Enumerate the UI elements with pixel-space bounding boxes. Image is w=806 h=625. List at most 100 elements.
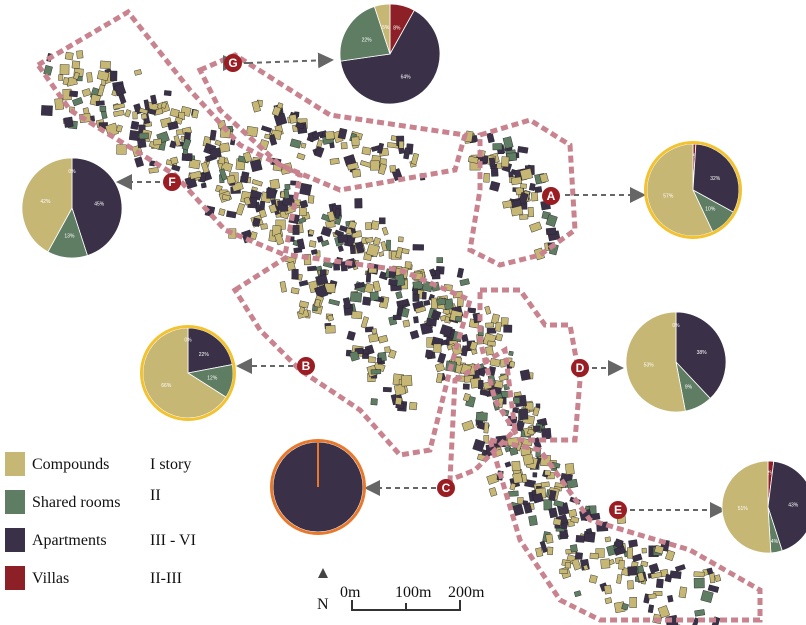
building [693,577,705,589]
building [571,558,582,571]
building [469,341,478,351]
building [240,171,250,184]
building [218,168,228,181]
building [460,345,469,357]
pie-slice-F-apartments [71,157,123,257]
zone-marker-label-C: C [442,481,451,495]
legend-swatch-apartments [5,528,25,552]
pie-chart-D: 38% 9% 53% 0% [625,311,727,413]
building [403,147,411,160]
building [348,220,357,230]
building [443,298,454,310]
pie-highlight-ring-C [270,439,366,535]
building [394,397,403,406]
building [218,156,226,165]
building [290,287,300,295]
building [365,236,374,244]
building [242,151,253,163]
building [349,245,356,255]
building [43,64,53,76]
zone-marker-F [163,173,181,191]
building [163,90,172,97]
building [479,389,491,397]
building [674,564,686,572]
building [124,109,132,118]
building [381,226,389,236]
building [342,297,352,310]
building [370,369,382,375]
scale-label-100: 100m [395,584,432,601]
building [478,379,484,390]
building [100,110,108,120]
zone-marker-C [437,479,455,497]
building [539,172,549,184]
building [568,509,578,518]
building [284,183,291,190]
building [512,397,521,405]
building [153,138,162,146]
pie-label-A-villas: 1% [690,154,698,160]
pie-label-E-apartments: 43% [788,503,799,509]
pie-label-A-shared_rooms: 10% [705,206,716,212]
building [396,299,409,307]
building [511,460,521,472]
building [490,167,499,177]
building [509,482,517,491]
building [421,291,427,300]
building [251,179,263,187]
building [539,540,548,553]
zone-marker-label-G: G [228,56,237,70]
pie-slice-D-apartments [675,311,727,400]
building [312,131,324,139]
building [627,547,633,559]
building [315,273,329,286]
pie-slice-G-apartments [340,9,441,105]
building [134,156,145,168]
building [308,229,315,236]
zone-markers: G A F B D C E [163,54,627,519]
building [295,121,305,130]
pie-label-F-compounds: 42% [40,199,51,205]
building [354,198,363,209]
building [360,316,369,329]
building [553,499,565,508]
building [283,188,290,199]
building [532,472,538,478]
scale-bar: 0m 100m 200m [340,584,485,611]
building [534,186,543,194]
building [574,552,583,560]
building [116,144,127,155]
building [492,143,503,151]
pie-label-D-villas: 0% [672,323,680,329]
north-arrow-icon [318,568,328,578]
building [693,571,705,578]
building [647,593,657,600]
pie-label-G-compounds: 5% [382,25,390,31]
building [351,310,363,320]
building [518,192,529,205]
building [618,559,625,570]
building [371,328,378,334]
building [252,217,261,227]
zone-border-B [231,252,474,458]
building [707,584,720,593]
building [437,352,447,364]
building [349,291,363,303]
legend-stories-shared_rooms: II [150,487,161,504]
building [370,398,378,406]
building [366,243,380,258]
building [700,589,714,603]
building [648,563,660,574]
building [209,129,217,141]
building [320,239,330,247]
building [292,225,300,235]
building [510,176,523,186]
building [508,360,516,368]
legend-swatch-villas [5,566,25,590]
building [462,383,470,390]
building [714,574,722,582]
pie-label-G-shared_rooms: 22% [362,38,373,44]
pie-label-B-compounds: 66% [161,383,172,389]
building [508,350,514,356]
